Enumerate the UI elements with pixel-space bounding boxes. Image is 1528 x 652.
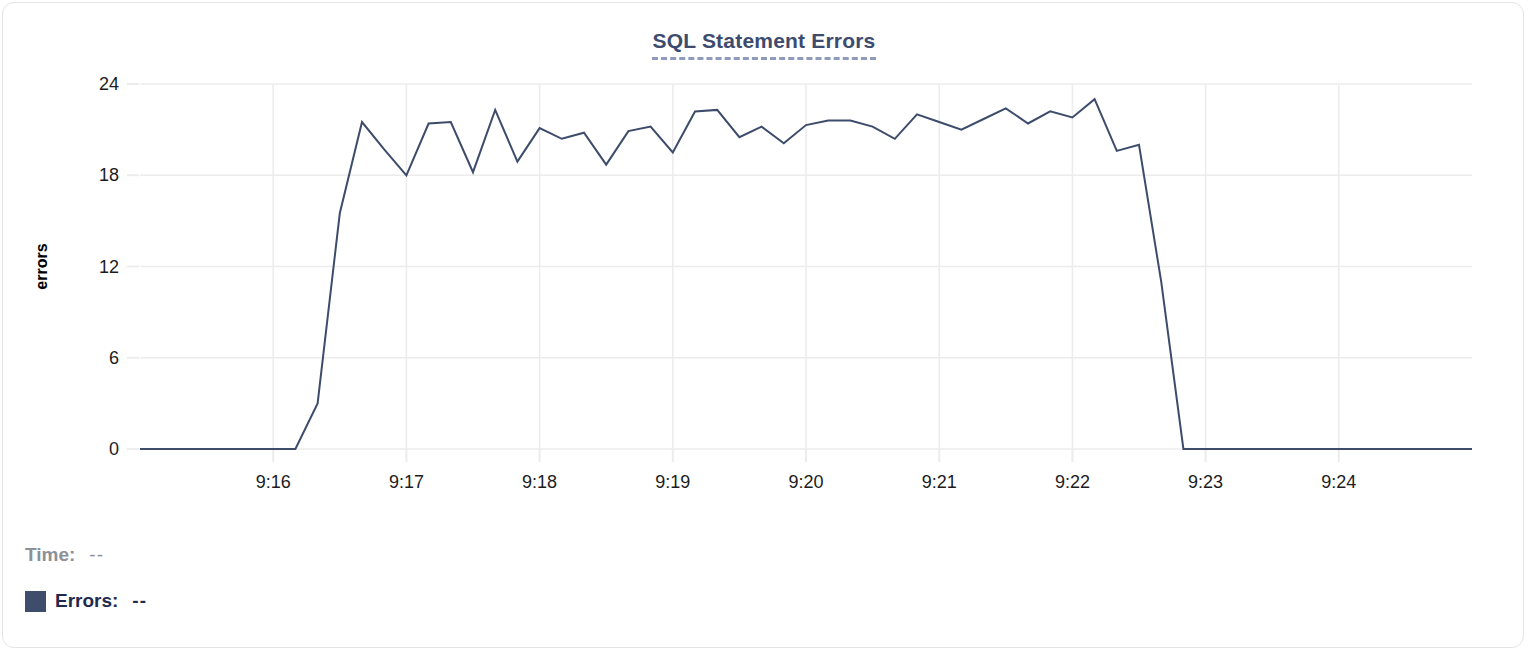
legend-errors-row: Errors: -- [25, 590, 147, 612]
legend-time-row: Time: -- [25, 544, 104, 566]
errors-line-chart: 0 6 12 18 24 9:16 9:17 9:18 9:19 9:20 9:21 9:22 9:23… [0, 0, 1528, 652]
x-tick-label: 9:16 [256, 472, 291, 492]
chart-title[interactable]: SQL Statement Errors [652, 29, 875, 60]
x-tick-label: 9:17 [389, 472, 424, 492]
time-legend-value: -- [89, 544, 104, 566]
x-tick-label: 9:24 [1321, 472, 1356, 492]
chart-header: SQL Statement Errors [0, 29, 1528, 60]
x-tick-label: 9:22 [1055, 472, 1090, 492]
x-tick-label: 9:23 [1188, 472, 1223, 492]
y-tick-label: 12 [99, 257, 119, 277]
y-tick-label: 24 [99, 74, 119, 94]
x-tick-label: 9:21 [922, 472, 957, 492]
x-tick-label: 9:18 [522, 472, 557, 492]
errors-legend-value: -- [132, 590, 147, 612]
time-legend-label: Time: [25, 544, 75, 566]
y-axis-title: errors [33, 243, 50, 289]
errors-legend-label: Errors: [55, 590, 118, 612]
x-tick-label: 9:20 [788, 472, 823, 492]
errors-series-swatch-icon [25, 591, 46, 612]
chart-plot-area[interactable] [140, 84, 1472, 449]
y-tick-label: 6 [109, 348, 119, 368]
x-tick-label: 9:19 [655, 472, 690, 492]
y-tick-label: 0 [109, 439, 119, 459]
y-tick-label: 18 [99, 165, 119, 185]
